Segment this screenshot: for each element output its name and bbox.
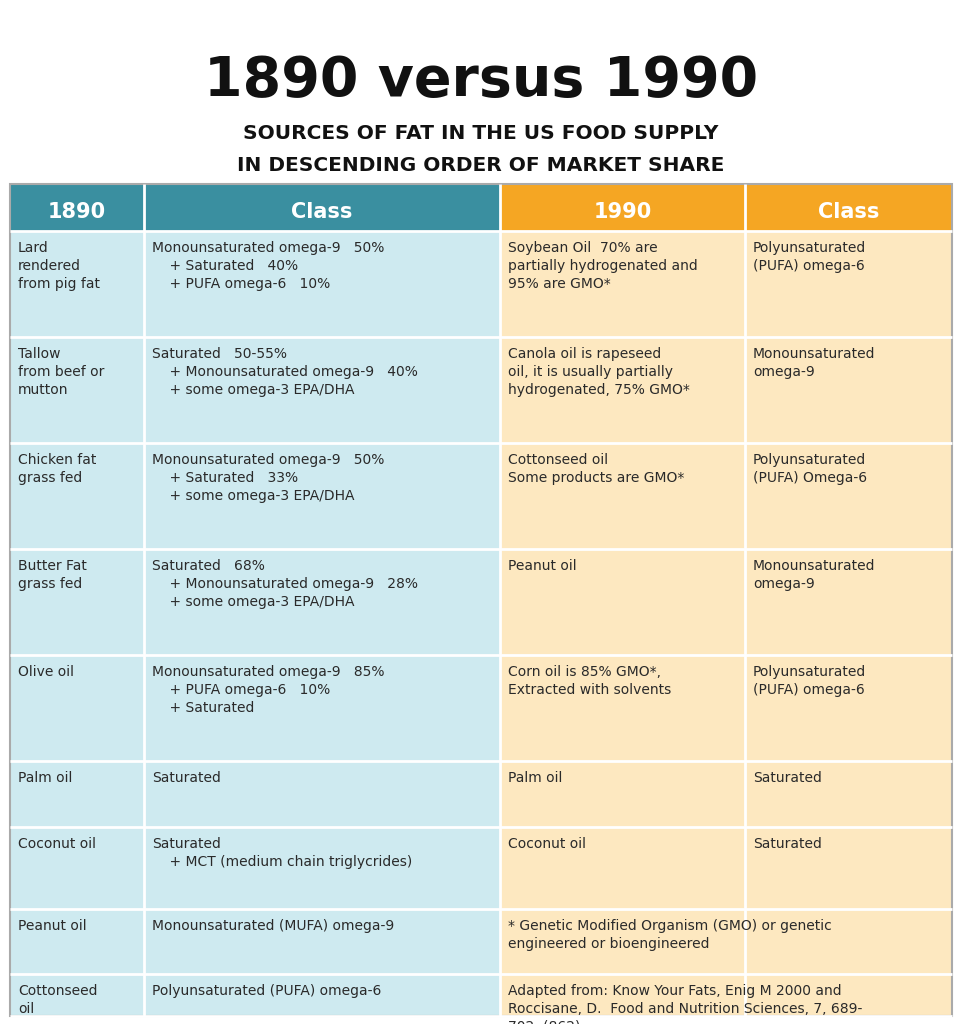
Text: Monounsaturated omega-9   50%
    + Saturated   40%
    + PUFA omega-6   10%: Monounsaturated omega-9 50% + Saturated … — [152, 241, 384, 291]
Bar — [744, 231, 951, 337]
Text: Monounsaturated omega-9   85%
    + PUFA omega-6   10%
    + Saturated: Monounsaturated omega-9 85% + PUFA omega… — [152, 665, 384, 715]
Text: Coconut oil: Coconut oil — [507, 837, 585, 851]
Bar — [144, 184, 500, 231]
Text: Tallow
from beef or
mutton: Tallow from beef or mutton — [18, 347, 104, 396]
Text: Canola oil is rapeseed
oil, it is usually partially
hydrogenated, 75% GMO*: Canola oil is rapeseed oil, it is usuall… — [507, 347, 689, 396]
Bar — [500, 974, 951, 1016]
Text: Palm oil: Palm oil — [507, 771, 562, 785]
Bar — [500, 761, 744, 827]
Text: Peanut oil: Peanut oil — [507, 559, 576, 573]
Text: * Genetic Modified Organism (GMO) or genetic
engineered or bioengineered: * Genetic Modified Organism (GMO) or gen… — [507, 919, 831, 951]
Bar — [10, 827, 144, 909]
Text: Lard
rendered
from pig fat: Lard rendered from pig fat — [18, 241, 100, 291]
Bar — [144, 655, 500, 761]
Bar — [500, 184, 744, 231]
Bar — [144, 909, 500, 974]
Text: Olive oil: Olive oil — [18, 665, 74, 679]
Text: 1890 versus 1990: 1890 versus 1990 — [204, 54, 757, 108]
Bar — [144, 761, 500, 827]
Bar — [144, 827, 500, 909]
Text: Polyunsaturated
(PUFA) omega-6: Polyunsaturated (PUFA) omega-6 — [752, 665, 865, 697]
Bar — [144, 549, 500, 655]
Bar — [500, 443, 744, 549]
Text: Polyunsaturated
(PUFA) Omega-6: Polyunsaturated (PUFA) Omega-6 — [752, 453, 866, 484]
Bar — [744, 443, 951, 549]
Text: Corn oil is 85% GMO*,
Extracted with solvents: Corn oil is 85% GMO*, Extracted with sol… — [507, 665, 671, 697]
Text: Saturated
    + MCT (medium chain triglycrides): Saturated + MCT (medium chain triglycrid… — [152, 837, 412, 868]
Bar — [10, 909, 144, 974]
Text: Saturated: Saturated — [752, 837, 821, 851]
Text: Chicken fat
grass fed: Chicken fat grass fed — [18, 453, 96, 484]
Text: Adapted from: Know Your Fats, Enig M 2000 and
Roccisane, D.  Food and Nutrition : Adapted from: Know Your Fats, Enig M 200… — [507, 984, 861, 1024]
Bar — [744, 337, 951, 443]
Bar — [500, 909, 951, 974]
Text: IN DESCENDING ORDER OF MARKET SHARE: IN DESCENDING ORDER OF MARKET SHARE — [237, 156, 724, 175]
Bar — [10, 974, 144, 1016]
Text: Palm oil: Palm oil — [18, 771, 72, 785]
Text: Polyunsaturated (PUFA) omega-6: Polyunsaturated (PUFA) omega-6 — [152, 984, 381, 998]
Text: Polyunsaturated
(PUFA) omega-6: Polyunsaturated (PUFA) omega-6 — [752, 241, 865, 272]
Text: Soybean Oil  70% are
partially hydrogenated and
95% are GMO*: Soybean Oil 70% are partially hydrogenat… — [507, 241, 697, 291]
Bar — [10, 184, 144, 231]
Bar — [144, 231, 500, 337]
Bar — [500, 231, 744, 337]
Text: Monounsaturated
omega-9: Monounsaturated omega-9 — [752, 347, 875, 379]
Text: Monounsaturated omega-9   50%
    + Saturated   33%
    + some omega-3 EPA/DHA: Monounsaturated omega-9 50% + Saturated … — [152, 453, 384, 503]
Text: Cottonseed
oil: Cottonseed oil — [18, 984, 97, 1016]
Bar — [10, 443, 144, 549]
Bar — [744, 827, 951, 909]
Text: Monounsaturated
omega-9: Monounsaturated omega-9 — [752, 559, 875, 591]
Text: Saturated: Saturated — [752, 771, 821, 785]
Text: Class: Class — [817, 203, 878, 222]
Bar — [144, 337, 500, 443]
Text: Saturated   50-55%
    + Monounsaturated omega-9   40%
    + some omega-3 EPA/DH: Saturated 50-55% + Monounsaturated omega… — [152, 347, 417, 396]
Bar — [500, 827, 744, 909]
Text: Butter Fat
grass fed: Butter Fat grass fed — [18, 559, 86, 591]
Bar — [10, 549, 144, 655]
Bar — [500, 337, 744, 443]
Bar — [744, 184, 951, 231]
Bar — [10, 761, 144, 827]
Text: 1990: 1990 — [593, 203, 651, 222]
Bar — [500, 549, 744, 655]
Text: 1890: 1890 — [48, 203, 106, 222]
Text: Coconut oil: Coconut oil — [18, 837, 96, 851]
Bar — [144, 974, 500, 1016]
Bar — [10, 184, 951, 1016]
Bar — [10, 231, 144, 337]
Text: Saturated   68%
    + Monounsaturated omega-9   28%
    + some omega-3 EPA/DHA: Saturated 68% + Monounsaturated omega-9 … — [152, 559, 418, 608]
Bar — [500, 655, 744, 761]
Bar — [744, 655, 951, 761]
Text: Cottonseed oil
Some products are GMO*: Cottonseed oil Some products are GMO* — [507, 453, 683, 484]
Bar — [10, 337, 144, 443]
Bar — [144, 443, 500, 549]
Text: Class: Class — [291, 203, 353, 222]
Bar — [744, 761, 951, 827]
Text: Monounsaturated (MUFA) omega-9: Monounsaturated (MUFA) omega-9 — [152, 919, 394, 933]
Text: Saturated: Saturated — [152, 771, 221, 785]
Text: Peanut oil: Peanut oil — [18, 919, 86, 933]
Bar — [10, 655, 144, 761]
Bar — [744, 549, 951, 655]
Text: SOURCES OF FAT IN THE US FOOD SUPPLY: SOURCES OF FAT IN THE US FOOD SUPPLY — [243, 124, 718, 143]
